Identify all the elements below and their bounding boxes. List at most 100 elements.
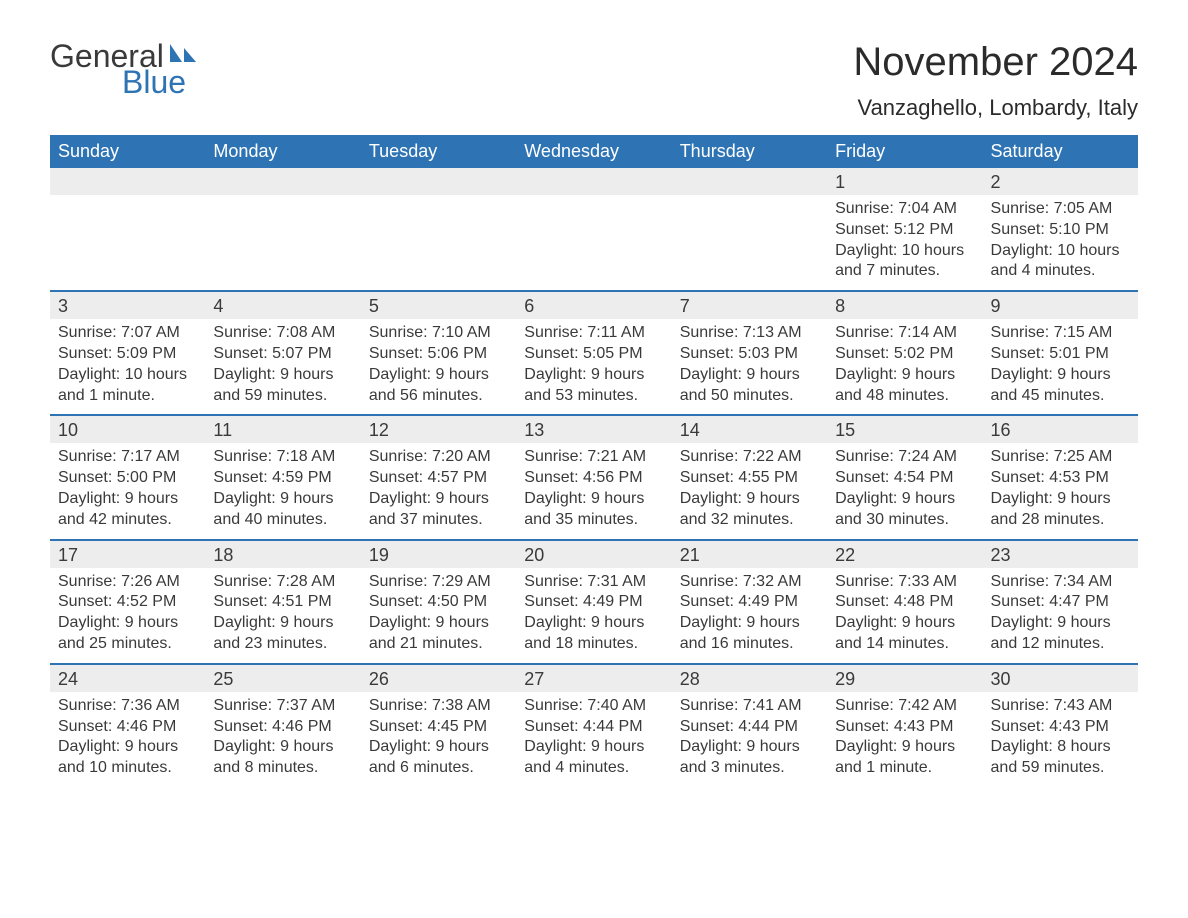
day-number: 30 <box>983 665 1138 692</box>
location-subtitle: Vanzaghello, Lombardy, Italy <box>853 95 1138 121</box>
day-daylight: Daylight: 9 hours and 32 minutes. <box>680 489 819 531</box>
day-data: Sunrise: 7:11 AMSunset: 5:05 PMDaylight:… <box>516 319 671 414</box>
day-sunrise: Sunrise: 7:07 AM <box>58 323 197 344</box>
day-number: 8 <box>827 292 982 319</box>
day-data: Sunrise: 7:34 AMSunset: 4:47 PMDaylight:… <box>983 568 1138 663</box>
day-sunset: Sunset: 4:48 PM <box>835 592 974 613</box>
day-sunset: Sunset: 4:52 PM <box>58 592 197 613</box>
day-sunrise: Sunrise: 7:15 AM <box>991 323 1130 344</box>
daynum-row: 3456789 <box>50 292 1138 319</box>
day-sunrise: Sunrise: 7:32 AM <box>680 572 819 593</box>
day-sunset: Sunset: 4:46 PM <box>58 717 197 738</box>
day-data: Sunrise: 7:36 AMSunset: 4:46 PMDaylight:… <box>50 692 205 787</box>
day-sunrise: Sunrise: 7:18 AM <box>213 447 352 468</box>
day-sunset: Sunset: 4:43 PM <box>991 717 1130 738</box>
brand-blue-text: Blue <box>122 66 186 98</box>
day-daylight: Daylight: 9 hours and 45 minutes. <box>991 365 1130 407</box>
daynum-row: 10111213141516 <box>50 416 1138 443</box>
day-daylight: Daylight: 10 hours and 1 minute. <box>58 365 197 407</box>
day-number: 20 <box>516 541 671 568</box>
day-data: Sunrise: 7:41 AMSunset: 4:44 PMDaylight:… <box>672 692 827 787</box>
day-sunset: Sunset: 5:06 PM <box>369 344 508 365</box>
day-sunrise: Sunrise: 7:04 AM <box>835 199 974 220</box>
day-daylight: Daylight: 9 hours and 59 minutes. <box>213 365 352 407</box>
day-daylight: Daylight: 9 hours and 8 minutes. <box>213 737 352 779</box>
day-number: 16 <box>983 416 1138 443</box>
day-sunset: Sunset: 4:45 PM <box>369 717 508 738</box>
day-sunset: Sunset: 4:44 PM <box>680 717 819 738</box>
day-sunset: Sunset: 4:50 PM <box>369 592 508 613</box>
day-sunset: Sunset: 5:07 PM <box>213 344 352 365</box>
day-data-row: Sunrise: 7:26 AMSunset: 4:52 PM Daylight:… <box>50 568 1138 664</box>
day-sunset: Sunset: 5:03 PM <box>680 344 819 365</box>
day-sunrise: Sunrise: 7:43 AM <box>991 696 1130 717</box>
day-sunrise: Sunrise: 7:36 AM <box>58 696 197 717</box>
day-daylight: Daylight: 9 hours and 16 minutes. <box>680 613 819 655</box>
day-data-row: Sunrise: 7:17 AMSunset: 5:00 PMDaylight:… <box>50 443 1138 539</box>
day-sunrise: Sunrise: 7:33 AM <box>835 572 974 593</box>
day-number: 17 <box>50 541 205 568</box>
day-sunset: Sunset: 4:44 PM <box>524 717 663 738</box>
month-title: November 2024 <box>853 40 1138 85</box>
day-daylight: Daylight: 9 hours and 4 minutes. <box>524 737 663 779</box>
day-sunrise: Sunrise: 7:37 AM <box>213 696 352 717</box>
day-daylight: Daylight: 9 hours and 42 minutes. <box>58 489 197 531</box>
weekday-header-cell: Tuesday <box>361 135 516 168</box>
title-block: November 2024 Vanzaghello, Lombardy, Ita… <box>853 40 1138 129</box>
day-daylight: Daylight: 9 hours and 30 minutes. <box>835 489 974 531</box>
day-data: Sunrise: 7:08 AMSunset: 5:07 PMDaylight:… <box>205 319 360 414</box>
daynum-row: 24252627282930 <box>50 665 1138 692</box>
day-sunset: Sunset: 5:02 PM <box>835 344 974 365</box>
day-daylight: Daylight: 9 hours and 10 minutes. <box>58 737 197 779</box>
day-number: 24 <box>50 665 205 692</box>
day-sunset: Sunset: 4:55 PM <box>680 468 819 489</box>
day-sunset: Sunset: 4:49 PM <box>524 592 663 613</box>
day-number: 23 <box>983 541 1138 568</box>
day-daylight: Daylight: 9 hours and 56 minutes. <box>369 365 508 407</box>
day-sunrise: Sunrise: 7:22 AM <box>680 447 819 468</box>
day-sunset: Sunset: 5:00 PM <box>58 468 197 489</box>
day-daylight: Daylight: 10 hours and 4 minutes. <box>991 241 1130 283</box>
day-number: 25 <box>205 665 360 692</box>
day-data: Sunrise: 7:14 AMSunset: 5:02 PMDaylight:… <box>827 319 982 414</box>
day-data: Sunrise: 7:38 AMSunset: 4:45 PMDaylight:… <box>361 692 516 787</box>
day-data: Sunrise: 7:43 AMSunset: 4:43 PMDaylight:… <box>983 692 1138 787</box>
day-sunset: Sunset: 4:43 PM <box>835 717 974 738</box>
day-sunrise: Sunrise: 7:26 AM <box>58 572 197 593</box>
day-sunrise: Sunrise: 7:41 AM <box>680 696 819 717</box>
day-sunset: Sunset: 5:01 PM <box>991 344 1130 365</box>
day-sunset: Sunset: 4:46 PM <box>213 717 352 738</box>
day-data: Sunrise: 7:15 AMSunset: 5:01 PMDaylight:… <box>983 319 1138 414</box>
day-number: 18 <box>205 541 360 568</box>
daynum-row: 12 <box>50 168 1138 195</box>
day-daylight: Daylight: 9 hours and 53 minutes. <box>524 365 663 407</box>
day-data: Sunrise: 7:42 AMSunset: 4:43 PMDaylight:… <box>827 692 982 787</box>
day-sunrise: Sunrise: 7:28 AM <box>213 572 352 593</box>
day-data: Sunrise: 7:25 AMSunset: 4:53 PMDaylight:… <box>983 443 1138 538</box>
day-number: 10 <box>50 416 205 443</box>
day-data-row: Sunrise: 7:36 AMSunset: 4:46 PMDaylight:… <box>50 692 1138 787</box>
day-data: Sunrise: 7:04 AMSunset: 5:12 PMDaylight:… <box>827 195 982 290</box>
day-data: Sunrise: 7:10 AMSunset: 5:06 PMDaylight:… <box>361 319 516 414</box>
day-sunrise: Sunrise: 7:11 AM <box>524 323 663 344</box>
day-sunrise: Sunrise: 7:17 AM <box>58 447 197 468</box>
day-sunset: Sunset: 5:09 PM <box>58 344 197 365</box>
day-daylight: Daylight: 9 hours and 1 minute. <box>835 737 974 779</box>
day-data: Sunrise: 7:21 AMSunset: 4:56 PMDaylight:… <box>516 443 671 538</box>
day-sunset: Sunset: 4:59 PM <box>213 468 352 489</box>
day-sunrise: Sunrise: 7:13 AM <box>680 323 819 344</box>
day-sunset: Sunset: 4:57 PM <box>369 468 508 489</box>
day-number: 12 <box>361 416 516 443</box>
day-sunset: Sunset: 4:51 PM <box>213 592 352 613</box>
weekday-header-cell: Saturday <box>983 135 1138 168</box>
day-sunrise: Sunrise: 7:25 AM <box>991 447 1130 468</box>
day-sunrise: Sunrise: 7:42 AM <box>835 696 974 717</box>
day-data: Sunrise: 7:32 AMSunset: 4:49 PMDaylight:… <box>672 568 827 663</box>
day-sunrise: Sunrise: 7:08 AM <box>213 323 352 344</box>
weekday-header-cell: Friday <box>827 135 982 168</box>
day-number: 4 <box>205 292 360 319</box>
day-data: Sunrise: 7:31 AMSunset: 4:49 PMDaylight:… <box>516 568 671 663</box>
day-sunrise: Sunrise: 7:31 AM <box>524 572 663 593</box>
day-daylight: Daylight: 9 hours and 37 minutes. <box>369 489 508 531</box>
day-daylight: Daylight: 9 hours and 48 minutes. <box>835 365 974 407</box>
